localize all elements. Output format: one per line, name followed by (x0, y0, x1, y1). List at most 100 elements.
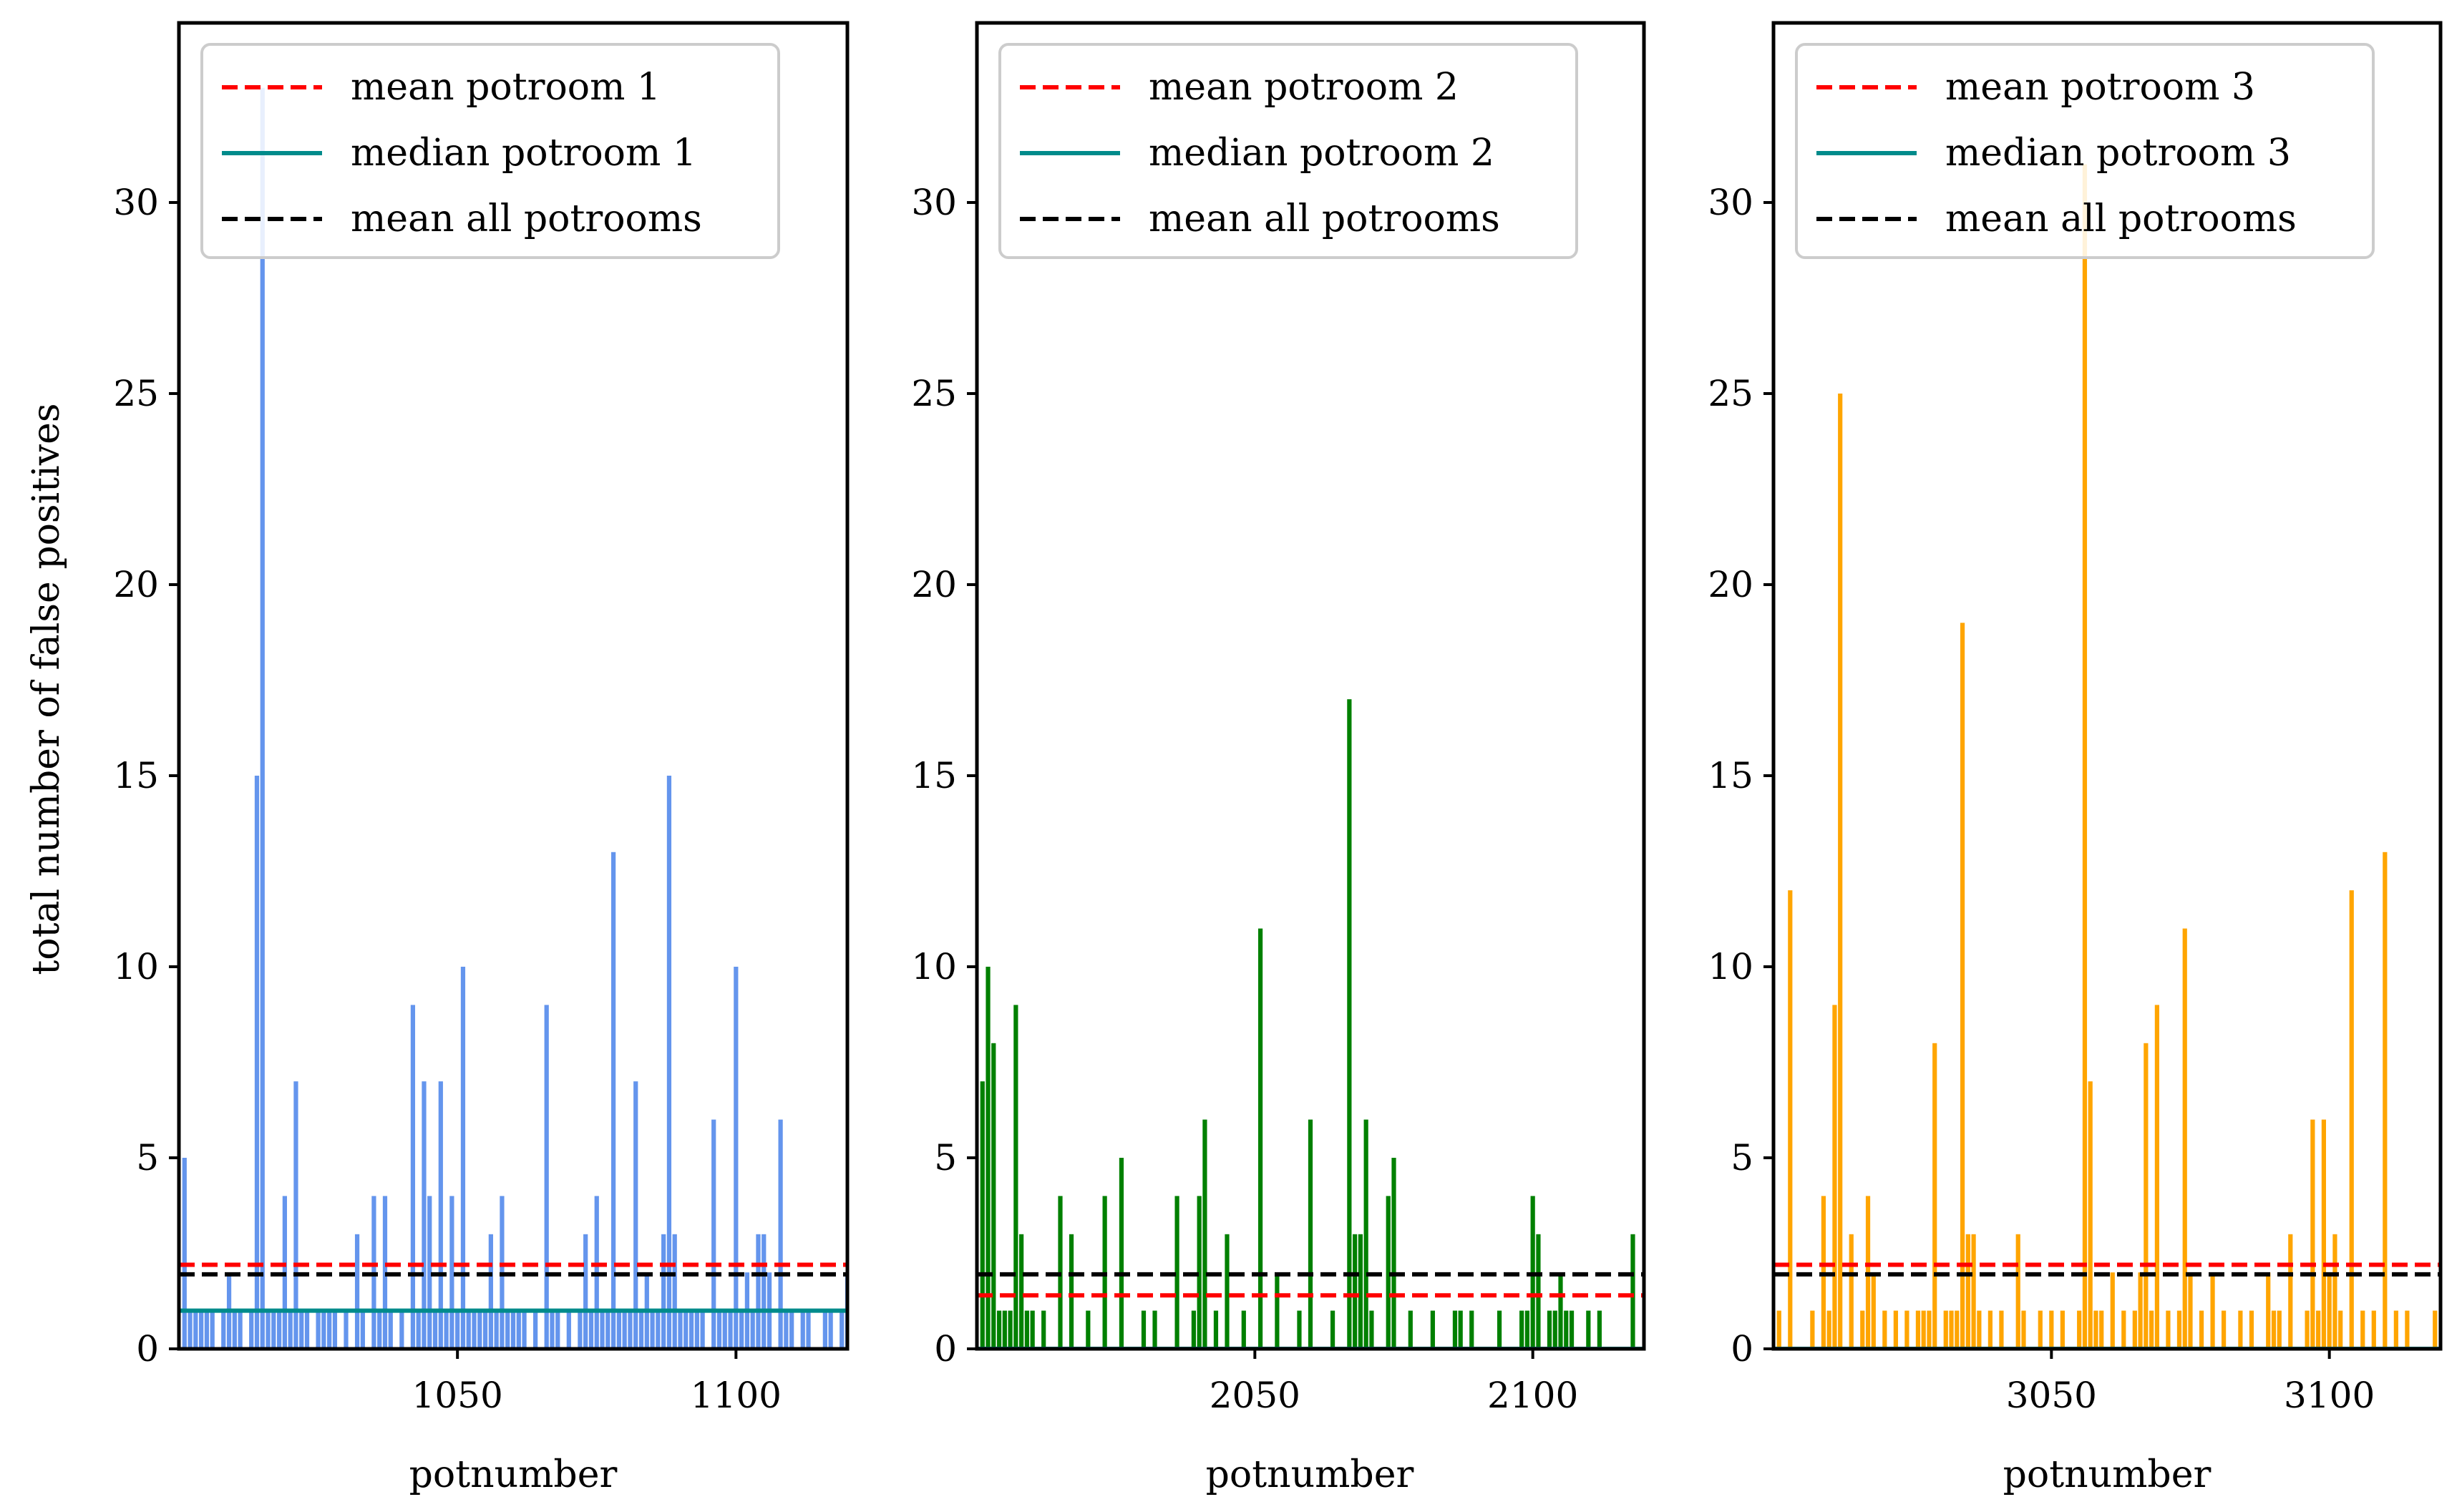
bar (533, 1310, 538, 1349)
bar (460, 966, 466, 1349)
bar (1860, 1310, 1865, 1349)
bar (1871, 1272, 1876, 1349)
bar (2138, 1272, 2143, 1349)
bar (304, 1310, 310, 1349)
bar (204, 1310, 210, 1349)
bar (260, 87, 265, 1349)
bar (188, 1310, 193, 1349)
y-tick-label: 10 (911, 946, 957, 987)
bar (683, 1310, 689, 1349)
y-tick-label: 25 (911, 373, 957, 414)
bar (477, 1310, 482, 1349)
bar (1330, 1310, 1335, 1349)
y-tick-label: 15 (911, 755, 957, 796)
axes-frame (975, 21, 1646, 1351)
bar (516, 1310, 521, 1349)
bar (2132, 1310, 2137, 1349)
bar (1391, 1158, 1396, 1349)
bar (1927, 1310, 1932, 1349)
bar (232, 1310, 237, 1349)
bar (650, 1310, 655, 1349)
y-tick-label: 30 (911, 182, 957, 223)
bar (399, 1310, 404, 1349)
bar (2149, 1310, 2154, 1349)
bar (1297, 1310, 1302, 1349)
bar (266, 1310, 271, 1349)
bar (432, 1310, 438, 1349)
bar (784, 1310, 789, 1349)
bar (316, 1310, 321, 1349)
bar (789, 1310, 794, 1349)
bar (1086, 1310, 1091, 1349)
bar (2082, 164, 2088, 1349)
bar (416, 1310, 421, 1349)
bar (1497, 1310, 1502, 1349)
bar (2271, 1310, 2277, 1349)
bar (199, 1310, 204, 1349)
x-tick-label: 1050 (412, 1375, 503, 1416)
bar (2338, 1310, 2343, 1349)
bar (377, 1310, 382, 1349)
bar (1569, 1310, 1575, 1349)
bar (1174, 1196, 1179, 1349)
bar (276, 1310, 282, 1349)
bar (444, 1310, 449, 1349)
bar (734, 966, 739, 1349)
x-tick-label: 3100 (2284, 1375, 2375, 1416)
legend-entry-label: median potroom 3 (1945, 132, 2291, 175)
bar (2433, 1310, 2438, 1349)
bar (2166, 1310, 2171, 1349)
legend: mean potroom 2 median potroom 2 mean all p… (998, 43, 1578, 259)
bar (1197, 1196, 1202, 1349)
bar (1977, 1310, 1982, 1349)
bar (482, 1310, 488, 1349)
bar (1191, 1310, 1196, 1349)
bar (1225, 1234, 1230, 1349)
bar (1630, 1234, 1635, 1349)
bar (1547, 1310, 1552, 1349)
bar (344, 1310, 349, 1349)
x-tick-label: 3050 (2006, 1375, 2097, 1416)
y-tick-label: 10 (113, 946, 159, 987)
bar (2405, 1310, 2410, 1349)
bar (422, 1081, 427, 1349)
bar (494, 1310, 499, 1349)
bar (1119, 1158, 1124, 1349)
y-tick-label: 15 (113, 755, 159, 796)
bar (600, 1310, 605, 1349)
bar (299, 1310, 304, 1349)
legend: mean potroom 3 median potroom 3 mean all p… (1795, 43, 2375, 259)
bar (1386, 1196, 1391, 1349)
bar (996, 1310, 1002, 1349)
bar (2121, 1310, 2126, 1349)
bar (2144, 1043, 2149, 1349)
bar (1202, 1119, 1207, 1349)
bar (210, 1310, 215, 1349)
bar (1347, 699, 1352, 1349)
bar (2199, 1310, 2204, 1349)
bar (762, 1234, 767, 1349)
bar (2060, 1310, 2065, 1349)
bar (455, 1310, 460, 1349)
legend-entry-label: mean potroom 2 (1149, 66, 1459, 109)
y-tick-label: 20 (113, 564, 159, 605)
bar (1458, 1310, 1463, 1349)
bar (1213, 1310, 1219, 1349)
bar (1363, 1119, 1368, 1349)
bar (2110, 1272, 2115, 1349)
bar (1558, 1272, 1563, 1349)
y-tick-label: 0 (934, 1328, 957, 1370)
bar (661, 1234, 666, 1349)
bar (2371, 1310, 2376, 1349)
bar (750, 1310, 755, 1349)
bar (778, 1119, 783, 1349)
bar (438, 1081, 443, 1349)
bar (678, 1310, 683, 1349)
y-tick-label: 10 (1708, 946, 1753, 987)
legend-entry-label: mean all potrooms (351, 197, 702, 240)
bar (806, 1310, 811, 1349)
bar (550, 1310, 555, 1349)
bar (1932, 1043, 1937, 1349)
bar (2221, 1310, 2227, 1349)
y-tick-label: 25 (113, 373, 159, 414)
